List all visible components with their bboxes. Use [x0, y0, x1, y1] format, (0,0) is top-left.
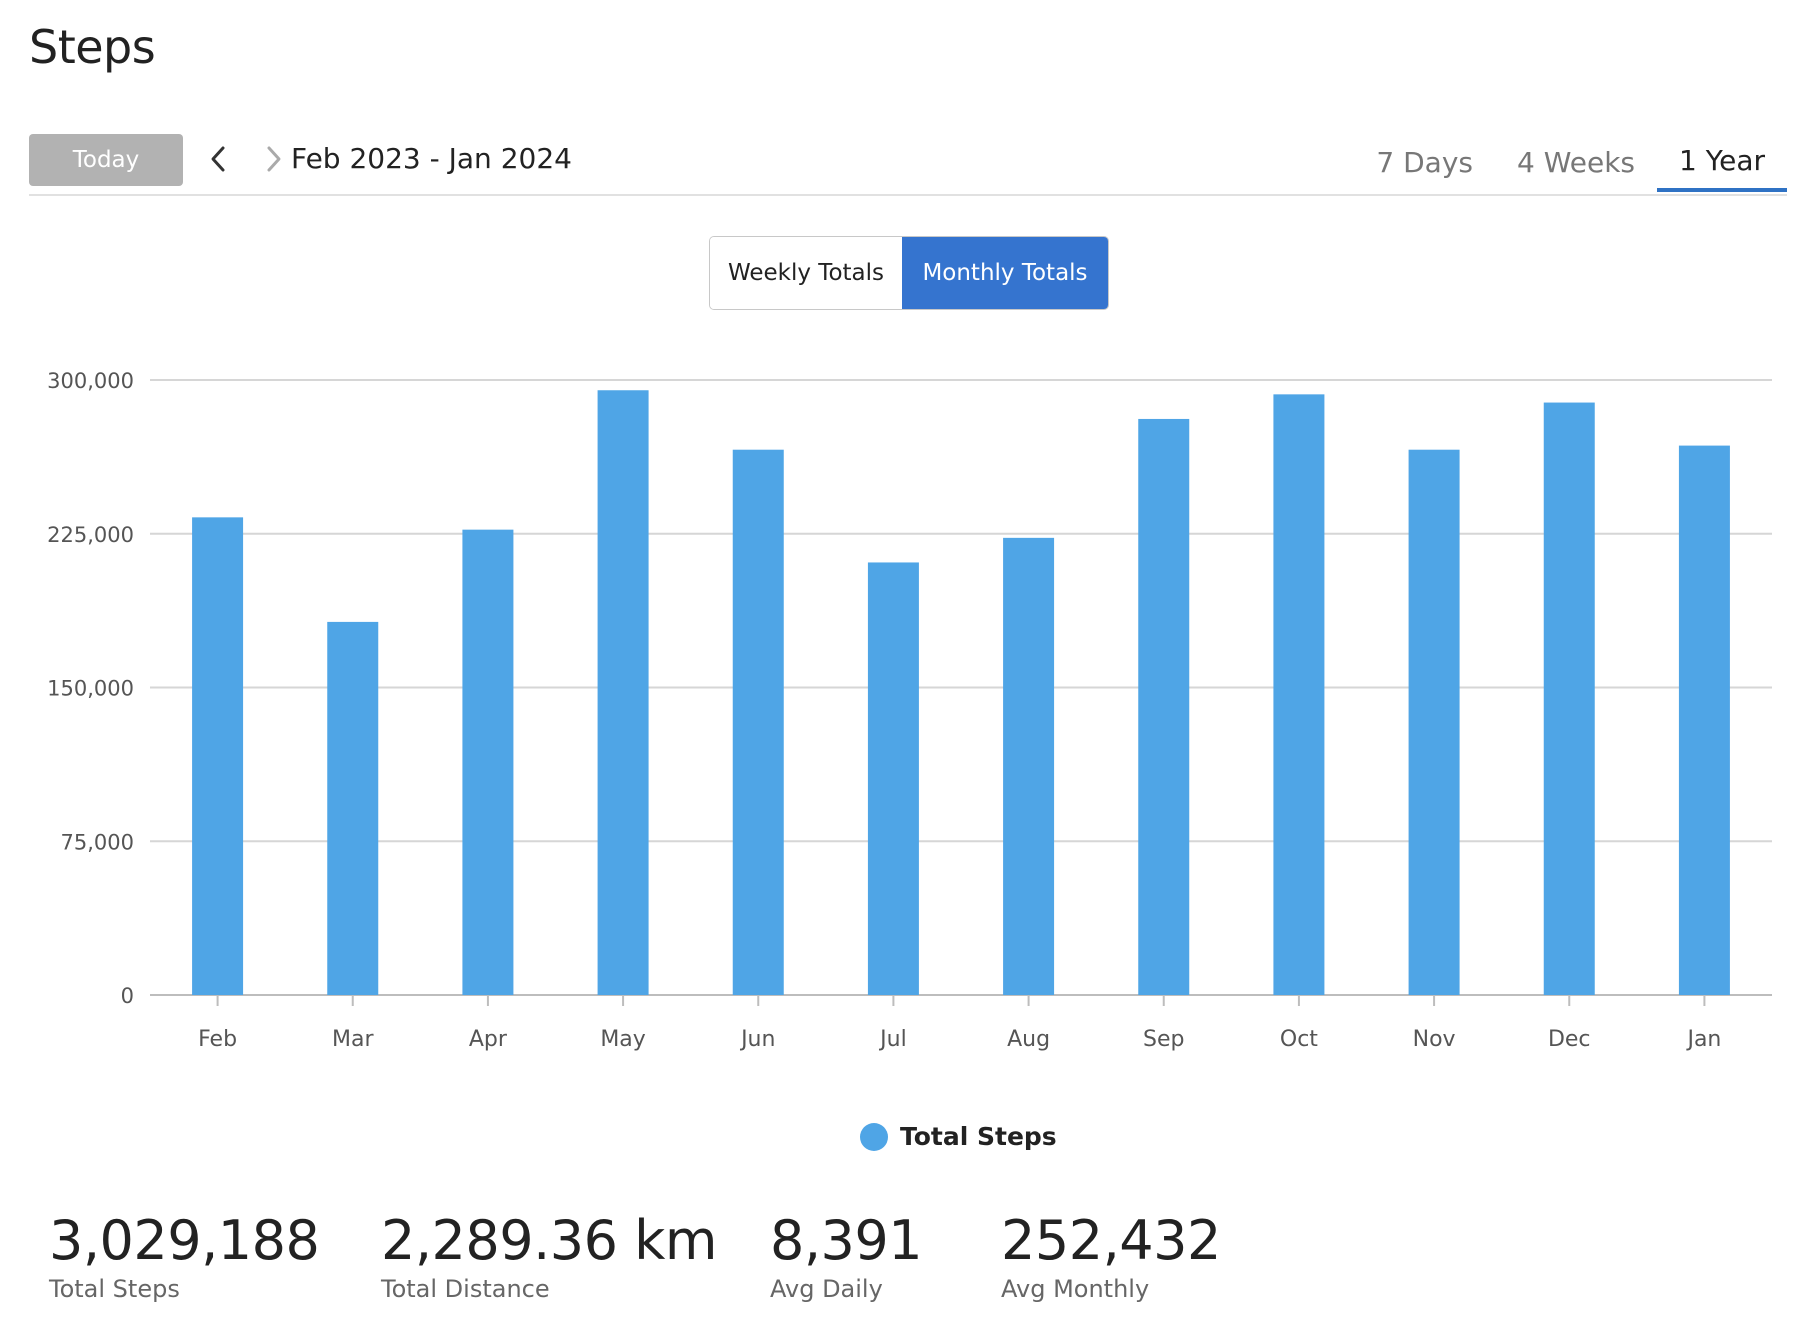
y-tick-label: 300,000: [47, 369, 134, 393]
bar-jan[interactable]: [1678, 445, 1730, 996]
bar-nov[interactable]: [1408, 449, 1460, 995]
bar-apr[interactable]: [462, 529, 514, 995]
x-tick-label: Mar: [332, 1027, 374, 1052]
bar-mar[interactable]: [327, 621, 379, 995]
x-tick-label: Oct: [1280, 1027, 1318, 1052]
bar-jul[interactable]: [867, 562, 919, 995]
x-tick-label: Jul: [878, 1027, 907, 1052]
chart-legend[interactable]: Total Steps: [860, 1122, 1057, 1151]
weekly-totals-button[interactable]: Weekly Totals: [710, 237, 902, 309]
bar-feb[interactable]: [192, 517, 244, 995]
stat-value: 3,029,188: [49, 1209, 320, 1272]
page-title: Steps: [29, 20, 156, 74]
date-range-label: Feb 2023 - Jan 2024: [291, 142, 572, 175]
date-toolbar: Today Feb 2023 - Jan 2024 7 Days 4 Weeks…: [29, 132, 1787, 196]
x-tick-label: Aug: [1007, 1027, 1050, 1052]
bar-oct[interactable]: [1273, 394, 1325, 996]
bar-jun[interactable]: [732, 449, 784, 995]
y-tick-label: 225,000: [47, 523, 134, 547]
stat-total-steps: 3,029,188 Total Steps: [49, 1208, 320, 1304]
x-tick-label: Nov: [1413, 1027, 1456, 1052]
totals-toggle: Weekly Totals Monthly Totals: [709, 236, 1109, 310]
stat-avg-monthly: 252,432 Avg Monthly: [1001, 1208, 1221, 1304]
x-tick-label: Apr: [469, 1027, 508, 1052]
stat-label: Total Steps: [49, 1275, 180, 1303]
x-tick-label: Jun: [739, 1027, 775, 1052]
stat-value: 8,391: [770, 1209, 923, 1272]
legend-swatch: [860, 1122, 888, 1151]
x-tick-label: May: [600, 1027, 645, 1052]
chevron-right-icon: [267, 146, 281, 172]
stat-value: 252,432: [1001, 1209, 1221, 1272]
previous-period-button[interactable]: [203, 144, 233, 174]
tab-7-days[interactable]: 7 Days: [1376, 145, 1473, 179]
y-tick-label: 0: [121, 984, 134, 1008]
stat-avg-daily: 8,391 Avg Daily: [770, 1208, 923, 1304]
stat-label: Avg Monthly: [1001, 1275, 1150, 1303]
tab-1-year[interactable]: 1 Year: [1657, 132, 1787, 192]
period-tabs: 7 Days 4 Weeks 1 Year: [1354, 132, 1787, 194]
monthly-totals-button[interactable]: Monthly Totals: [902, 237, 1108, 309]
bar-dec[interactable]: [1543, 402, 1595, 995]
tab-4-weeks[interactable]: 4 Weeks: [1516, 145, 1635, 179]
bar-sep[interactable]: [1138, 418, 1190, 995]
x-tick-label: Sep: [1143, 1027, 1184, 1052]
chevron-left-icon: [211, 146, 225, 172]
stat-label: Avg Daily: [770, 1275, 883, 1303]
y-tick-label: 150,000: [47, 677, 134, 701]
today-button[interactable]: Today: [29, 134, 183, 186]
x-tick-label: Jan: [1685, 1027, 1721, 1052]
bar-may[interactable]: [597, 390, 649, 995]
next-period-button[interactable]: [259, 144, 289, 174]
stat-total-distance: 2,289.36 km Total Distance: [381, 1208, 718, 1304]
stat-value: 2,289.36 km: [381, 1209, 718, 1272]
legend-label: Total Steps: [900, 1122, 1057, 1151]
x-tick-label: Dec: [1548, 1027, 1591, 1052]
steps-bar-chart: 0 75,000 150,000 225,000 300,000 Feb Mar Apr May…: [47, 369, 1772, 1052]
x-tick-label: Feb: [198, 1027, 237, 1052]
bar-aug[interactable]: [1003, 537, 1055, 995]
stat-label: Total Distance: [381, 1275, 550, 1303]
y-tick-label: 75,000: [61, 830, 134, 854]
